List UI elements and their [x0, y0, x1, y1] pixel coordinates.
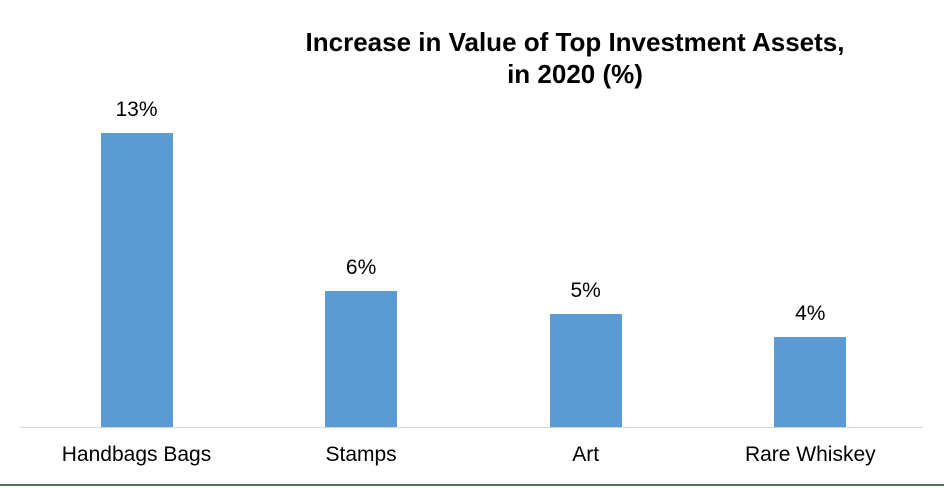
bar-value-label: 13%	[115, 98, 158, 121]
bottom-accent-line	[0, 484, 944, 486]
bar-rare-whiskey	[774, 337, 847, 427]
bar-art	[549, 314, 622, 427]
x-axis-category-label: Rare Whiskey	[744, 443, 876, 466]
chart-title: Increase in Value of Top Investment Asse…	[306, 26, 845, 90]
x-axis-category-label: Stamps	[325, 443, 397, 466]
bar-value-label: 6%	[345, 256, 377, 279]
chart-title-line-2: in 2020 (%)	[507, 59, 643, 89]
bar-value-label: 5%	[570, 279, 601, 302]
x-axis-line	[20, 427, 923, 428]
x-axis-category-label: Handbags Bags	[61, 443, 212, 466]
bar-handbags-bags	[100, 133, 173, 427]
bar-value-label: 4%	[795, 302, 826, 325]
bar-stamps	[325, 291, 398, 427]
chart-title-line-1: Increase in Value of Top Investment Asse…	[305, 27, 845, 57]
x-axis-category-label: Art	[572, 443, 600, 466]
